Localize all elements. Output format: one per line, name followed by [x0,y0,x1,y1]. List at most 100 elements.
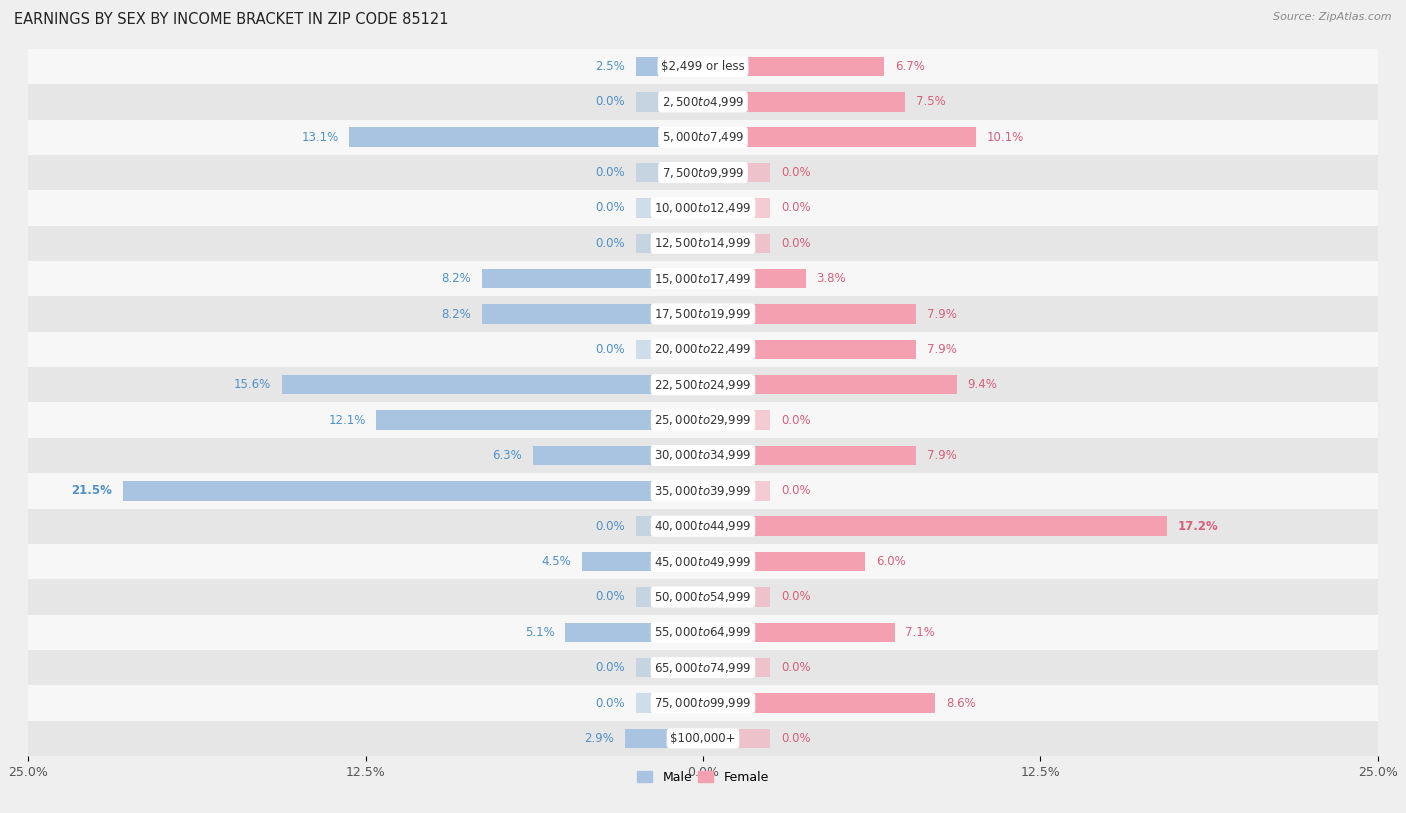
Text: 0.0%: 0.0% [595,661,624,674]
Text: 0.0%: 0.0% [595,95,624,108]
Text: $10,000 to $12,499: $10,000 to $12,499 [654,201,752,215]
Text: 0.0%: 0.0% [782,202,811,215]
Text: 7.9%: 7.9% [927,343,957,356]
Bar [703,304,917,324]
Text: 0.0%: 0.0% [782,732,811,745]
Bar [636,587,703,606]
Bar [703,92,905,111]
Text: 0.0%: 0.0% [595,520,624,533]
Text: 7.5%: 7.5% [917,95,946,108]
Text: 15.6%: 15.6% [233,378,271,391]
Text: $50,000 to $54,999: $50,000 to $54,999 [654,590,752,604]
Text: EARNINGS BY SEX BY INCOME BRACKET IN ZIP CODE 85121: EARNINGS BY SEX BY INCOME BRACKET IN ZIP… [14,12,449,27]
Text: 0.0%: 0.0% [595,166,624,179]
Bar [28,685,1378,720]
Text: 2.5%: 2.5% [595,60,624,73]
Text: 8.2%: 8.2% [441,307,471,320]
Text: $17,500 to $19,999: $17,500 to $19,999 [654,307,752,321]
Bar [636,198,703,218]
Text: 21.5%: 21.5% [70,485,112,498]
Text: $45,000 to $49,999: $45,000 to $49,999 [654,554,752,568]
Text: 0.0%: 0.0% [595,697,624,710]
Text: 7.1%: 7.1% [905,626,935,639]
Bar [28,85,1378,120]
Bar [703,163,770,182]
Text: 9.4%: 9.4% [967,378,997,391]
Bar [28,720,1378,756]
Text: $75,000 to $99,999: $75,000 to $99,999 [654,696,752,710]
Text: $22,500 to $24,999: $22,500 to $24,999 [654,378,752,392]
Bar [703,658,770,677]
Text: $65,000 to $74,999: $65,000 to $74,999 [654,661,752,675]
Text: 0.0%: 0.0% [595,590,624,603]
Bar [28,650,1378,685]
Text: 7.9%: 7.9% [927,449,957,462]
Text: $2,499 or less: $2,499 or less [661,60,745,73]
Text: $30,000 to $34,999: $30,000 to $34,999 [654,449,752,463]
Bar [482,304,703,324]
Text: $12,500 to $14,999: $12,500 to $14,999 [654,237,752,250]
Bar [703,516,1167,536]
Bar [624,728,703,748]
Bar [28,615,1378,650]
Bar [28,297,1378,332]
Text: 3.8%: 3.8% [817,272,846,285]
Bar [28,402,1378,437]
Bar [349,128,703,147]
Bar [28,544,1378,579]
Text: 13.1%: 13.1% [301,131,339,144]
Bar [281,375,703,394]
Bar [122,481,703,501]
Text: 0.0%: 0.0% [782,485,811,498]
Bar [703,375,956,394]
Text: 4.5%: 4.5% [541,555,571,568]
Bar [28,190,1378,226]
Bar [703,411,770,430]
Text: $25,000 to $29,999: $25,000 to $29,999 [654,413,752,427]
Bar [703,728,770,748]
Text: 6.0%: 6.0% [876,555,905,568]
Bar [703,57,884,76]
Bar [565,623,703,642]
Bar [703,198,770,218]
Bar [482,269,703,289]
Bar [28,49,1378,85]
Text: 6.3%: 6.3% [492,449,522,462]
Text: 5.1%: 5.1% [524,626,554,639]
Bar [703,269,806,289]
Bar [703,693,935,713]
Text: 0.0%: 0.0% [782,237,811,250]
Bar [636,658,703,677]
Bar [28,367,1378,402]
Text: 8.2%: 8.2% [441,272,471,285]
Bar [28,261,1378,297]
Bar [533,446,703,465]
Text: $35,000 to $39,999: $35,000 to $39,999 [654,484,752,498]
Bar [28,120,1378,155]
Bar [28,437,1378,473]
Bar [636,92,703,111]
Bar [703,552,865,572]
Bar [636,163,703,182]
Text: 2.9%: 2.9% [583,732,614,745]
Text: 0.0%: 0.0% [782,590,811,603]
Bar [377,411,703,430]
Text: $5,000 to $7,499: $5,000 to $7,499 [662,130,744,144]
Text: 8.6%: 8.6% [946,697,976,710]
Bar [28,332,1378,367]
Text: $20,000 to $22,499: $20,000 to $22,499 [654,342,752,356]
Bar [703,623,894,642]
Text: 0.0%: 0.0% [595,237,624,250]
Bar [28,155,1378,190]
Text: $55,000 to $64,999: $55,000 to $64,999 [654,625,752,639]
Bar [582,552,703,572]
Text: 0.0%: 0.0% [782,661,811,674]
Text: 0.0%: 0.0% [595,202,624,215]
Text: $7,500 to $9,999: $7,500 to $9,999 [662,166,744,180]
Text: 12.1%: 12.1% [328,414,366,427]
Bar [636,57,703,76]
Text: 10.1%: 10.1% [987,131,1024,144]
Bar [28,509,1378,544]
Text: $2,500 to $4,999: $2,500 to $4,999 [662,95,744,109]
Bar [703,446,917,465]
